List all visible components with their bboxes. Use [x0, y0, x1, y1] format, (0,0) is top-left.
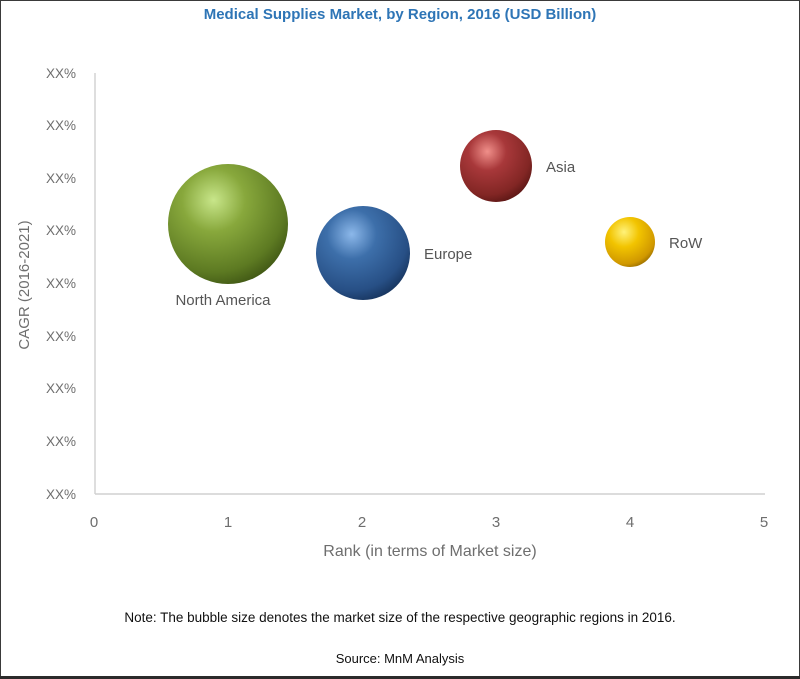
- bubble-north-america[interactable]: [168, 164, 288, 284]
- y-tick: XX%: [46, 223, 76, 238]
- y-tick: XX%: [46, 329, 76, 344]
- y-tick: XX%: [46, 276, 76, 291]
- y-tick: XX%: [46, 381, 76, 396]
- label-north-america: North America: [175, 292, 271, 309]
- label-asia: Asia: [546, 159, 576, 176]
- bubble-row[interactable]: [605, 217, 655, 267]
- chart-title: Medical Supplies Market, by Region, 2016…: [203, 6, 597, 23]
- label-row: RoW: [669, 235, 703, 252]
- y-tick: XX%: [46, 66, 76, 81]
- x-tick: 1: [224, 514, 232, 531]
- x-tick: 5: [760, 514, 768, 531]
- y-tick: XX%: [46, 118, 76, 133]
- y-tick: XX%: [46, 171, 76, 186]
- bubble-europe[interactable]: [316, 206, 410, 300]
- bubble-asia[interactable]: [460, 130, 532, 202]
- x-axis-title: Rank (in terms of Market size): [323, 543, 536, 560]
- x-tick: 0: [90, 514, 98, 531]
- y-tick-labels: XX% XX% XX% XX% XX% XX% XX% XX% XX%: [46, 66, 76, 502]
- x-tick: 2: [358, 514, 366, 531]
- data-labels: North America Europe Asia RoW: [175, 159, 703, 309]
- frame-bottom-border: [0, 676, 800, 679]
- x-tick: 3: [492, 514, 500, 531]
- y-tick: XX%: [46, 434, 76, 449]
- x-tick-labels: 0 1 2 3 4 5: [90, 514, 768, 531]
- y-axis-title: CAGR (2016-2021): [16, 220, 33, 349]
- chart-source: Source: MnM Analysis: [335, 651, 465, 666]
- y-tick: XX%: [46, 487, 76, 502]
- chart-note: Note: The bubble size denotes the market…: [124, 610, 676, 625]
- label-europe: Europe: [424, 246, 472, 263]
- x-tick: 4: [626, 514, 634, 531]
